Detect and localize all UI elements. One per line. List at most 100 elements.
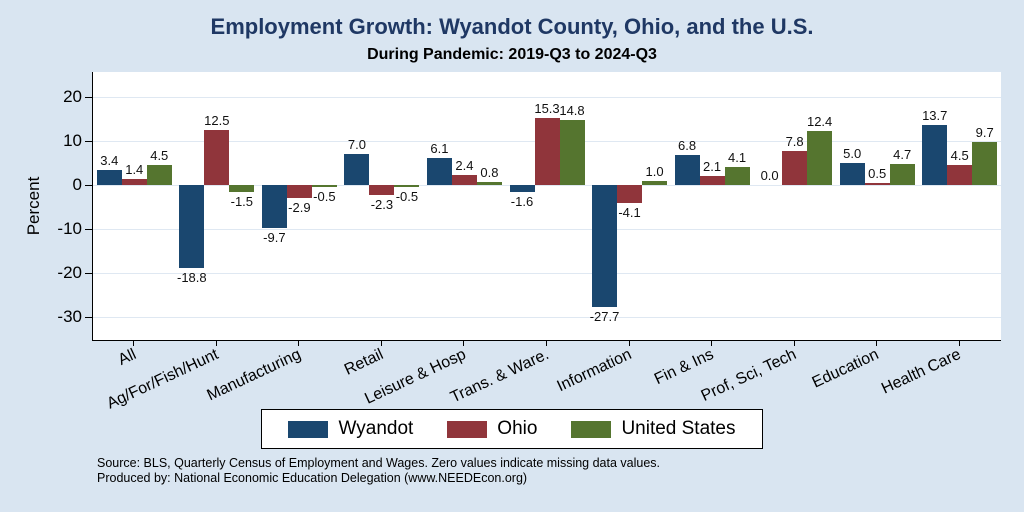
legend-swatch-ohio	[447, 420, 488, 438]
bar-value-label: 7.8	[785, 133, 804, 149]
bar-united-states-fin-ins	[724, 167, 750, 186]
bar-value-label: 13.7	[922, 107, 948, 123]
gridline	[93, 273, 1001, 275]
bar-value-label: 14.8	[559, 102, 585, 118]
x-axis-label-health-care: Health Care	[879, 346, 964, 398]
bar-wyandot-leisure-hosp	[426, 158, 452, 186]
x-tick-mark	[298, 341, 300, 346]
bar-united-states-manufacturing	[311, 185, 337, 188]
bar-value-label: 6.1	[430, 141, 449, 157]
bar-ohio-ag-for-fish-hunt	[204, 130, 230, 186]
bar-value-label: 5.0	[843, 146, 862, 162]
bar-value-label: 4.7	[893, 147, 912, 163]
bar-value-label: 6.8	[678, 138, 697, 154]
y-tick-mark	[85, 185, 92, 187]
plot-area: 3.4 -18.8 -9.7 7.0 6.1 -1.6 -27.7 6.8 0.0 5.0 13.7…	[92, 72, 1001, 341]
legend-item-united-states: United States	[571, 418, 736, 440]
bar-value-label: -2.3	[370, 197, 394, 213]
bar-ohio-education	[864, 182, 890, 186]
y-tick-mark	[85, 273, 92, 275]
bar-value-label: 0.0	[760, 168, 779, 184]
bar-value-label: 3.4	[100, 153, 119, 169]
legend-swatch-united-states	[571, 420, 612, 438]
y-tick-mark	[85, 141, 92, 143]
bar-value-label: 4.5	[150, 148, 169, 164]
bar-wyandot-all	[96, 170, 122, 186]
y-tick-label: -20	[57, 263, 82, 283]
bar-ohio-leisure-hosp	[451, 174, 477, 186]
y-tick-label: -30	[57, 307, 82, 327]
bar-value-label: -9.7	[263, 229, 286, 245]
x-tick-mark	[711, 341, 713, 346]
bar-united-states-prof-sci-tech	[807, 130, 833, 186]
gridline	[93, 229, 1001, 231]
x-tick-mark	[958, 341, 960, 346]
bar-ohio-health-care	[947, 165, 973, 186]
bar-value-label: 4.1	[728, 150, 747, 166]
legend-swatch-wyandot	[288, 420, 329, 438]
bar-ohio-retail	[369, 185, 395, 196]
y-tick-label: -10	[57, 219, 82, 239]
x-tick-mark	[628, 341, 630, 346]
y-axis-title: Percent	[24, 176, 43, 236]
bar-ohio-all	[121, 178, 147, 186]
source-note-line1: Source: BLS, Quarterly Census of Employm…	[97, 456, 661, 470]
x-tick-mark	[793, 341, 795, 346]
bar-wyandot-information	[592, 185, 618, 307]
bar-value-label: -0.5	[395, 189, 419, 205]
source-note-line2: Produced by: National Economic Education…	[97, 471, 528, 485]
bar-wyandot-fin-ins	[674, 155, 700, 186]
bar-wyandot-health-care	[922, 124, 948, 186]
gridline	[93, 185, 1001, 187]
x-axis-label-manufacturing: Manufacturing	[204, 346, 304, 405]
bar-value-label: -2.9	[288, 199, 311, 215]
legend-item-wyandot: Wyandot	[288, 418, 413, 440]
bar-value-label: -1.5	[230, 193, 254, 209]
legend-label-united-states: United States	[621, 418, 736, 439]
bar-united-states-education	[889, 164, 915, 186]
x-tick-mark	[463, 341, 465, 346]
bar-wyandot-manufacturing	[261, 185, 287, 228]
bar-united-states-retail	[394, 185, 420, 188]
y-tick-mark	[85, 317, 92, 319]
x-tick-mark	[215, 341, 217, 346]
bar-united-states-all	[146, 165, 172, 186]
bar-value-label: 9.7	[975, 125, 994, 141]
x-tick-mark	[133, 341, 135, 346]
bar-value-label: -27.7	[589, 308, 620, 324]
legend: Wyandot Ohio United States	[0, 409, 1024, 449]
bar-value-label: 4.5	[950, 148, 969, 164]
legend-item-ohio: Ohio	[447, 418, 537, 440]
bar-wyandot-retail	[344, 154, 370, 186]
bar-wyandot-education	[839, 163, 865, 186]
bar-united-states-trans-ware	[559, 119, 585, 186]
bar-united-states-ag-for-fish-hunt	[229, 185, 255, 192]
bar-value-label: 12.5	[204, 113, 230, 129]
bar-wyandot-ag-for-fish-hunt	[179, 185, 205, 268]
bar-value-label: -4.1	[618, 205, 641, 221]
x-axis-label-fin-ins: Fin & Ins	[651, 346, 717, 389]
x-tick-mark	[380, 341, 382, 346]
bar-ohio-manufacturing	[286, 185, 312, 198]
bar-value-label: 12.4	[806, 113, 833, 129]
chart-subtitle: During Pandemic: 2019-Q3 to 2024-Q3	[367, 46, 657, 63]
bar-value-label: 2.4	[455, 157, 474, 173]
bar-value-label: 2.1	[703, 158, 722, 174]
bar-ohio-prof-sci-tech	[782, 150, 808, 186]
y-tick-mark	[85, 97, 92, 99]
legend-box: Wyandot Ohio United States	[261, 409, 763, 449]
bar-value-label: -0.5	[313, 189, 336, 205]
bar-united-states-leisure-hosp	[476, 181, 502, 186]
bar-value-label: -18.8	[176, 269, 207, 285]
bar-ohio-information	[617, 185, 643, 204]
gridline	[93, 317, 1001, 319]
legend-label-wyandot: Wyandot	[338, 418, 414, 439]
bar-value-label: 15.3	[534, 100, 560, 116]
bar-united-states-information	[642, 180, 668, 186]
x-axis-label-retail: Retail	[341, 346, 387, 379]
x-tick-mark	[876, 341, 878, 346]
chart-title: Employment Growth: Wyandot County, Ohio,…	[210, 14, 814, 39]
y-tick-label: 10	[63, 131, 82, 151]
x-tick-mark	[546, 341, 547, 346]
bar-value-label: 7.0	[347, 137, 366, 153]
